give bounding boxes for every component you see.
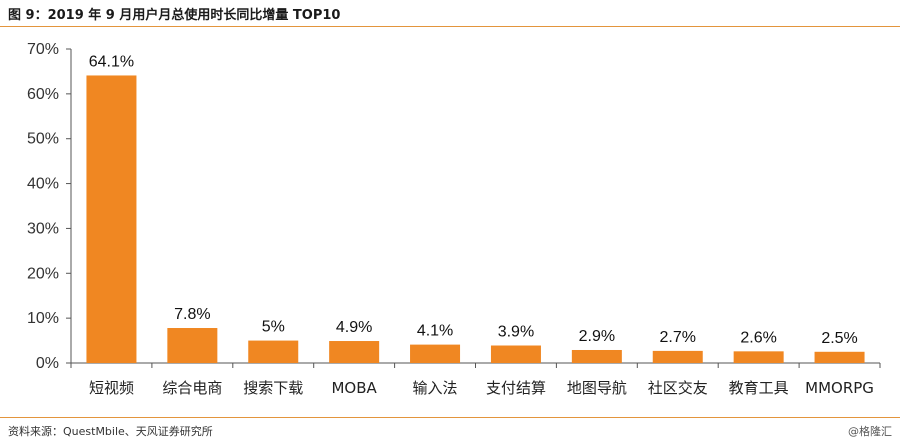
bar-value-label: 4.9%: [336, 319, 372, 336]
category-label: 短视频: [89, 379, 134, 397]
y-tick-label: 0%: [36, 355, 59, 372]
figure-title: 图 9：2019 年 9 月用户月总使用时长同比增量 TOP10: [8, 8, 341, 23]
bar: [490, 345, 541, 363]
bar: [571, 349, 622, 363]
category-label: 支付结算: [486, 379, 546, 397]
bar: [733, 351, 784, 363]
y-axis: 0% 10% 20% 30% 40% 50% 60% 70%: [27, 41, 72, 372]
bar-value-label: 2.6%: [740, 329, 776, 346]
category-label: MOBA: [331, 379, 377, 397]
bar: [814, 351, 865, 363]
category-label: 综合电商: [162, 379, 222, 397]
bar: [652, 350, 703, 363]
bar-value-label: 2.7%: [660, 329, 696, 346]
bar: [410, 344, 461, 363]
y-tick-label: 10%: [27, 310, 59, 327]
category-label: 输入法: [413, 379, 458, 397]
x-axis: [70, 362, 881, 368]
category-label: MMORPG: [805, 379, 874, 397]
data-labels: 64.1% 7.8% 5% 4.9% 4.1% 3.9% 2.9% 2.7% 2.6% 2.5%: [89, 53, 858, 346]
category-label: 搜索下载: [243, 379, 303, 397]
watermark: @格隆汇: [848, 425, 892, 438]
y-tick-label: 30%: [27, 220, 59, 237]
bar-value-label: 4.1%: [417, 323, 453, 340]
bar: [248, 340, 299, 363]
category-labels: 短视频 综合电商 搜索下载 MOBA 输入法 支付结算 地图导航 社区交友 教育工具 MMORPG: [89, 379, 874, 397]
category-label: 教育工具: [729, 379, 789, 397]
y-tick-label: 70%: [27, 41, 59, 58]
bar: [86, 75, 137, 364]
bar-chart: 0% 10% 20% 30% 40% 50% 60% 70% 64.1% 7.8% 5% 4.9% 4…: [27, 41, 881, 397]
bar-value-label: 2.9%: [579, 328, 615, 345]
source-note: 资料来源：QuestMbile、天风证券研究所: [8, 425, 213, 438]
footer-divider: [0, 417, 900, 418]
title-divider: [0, 26, 900, 27]
bar-value-label: 2.5%: [821, 330, 857, 347]
y-tick-label: 50%: [27, 131, 59, 148]
bar: [329, 341, 380, 363]
bar-value-label: 5%: [262, 319, 285, 336]
y-tick-label: 60%: [27, 86, 59, 103]
y-tick-label: 20%: [27, 265, 59, 282]
bar-series: [86, 75, 865, 364]
bar-value-label: 7.8%: [174, 306, 210, 323]
bar: [167, 328, 218, 363]
bar-value-label: 64.1%: [89, 53, 134, 70]
y-tick-label: 40%: [27, 176, 59, 193]
category-label: 地图导航: [567, 379, 627, 397]
bar-value-label: 3.9%: [498, 324, 534, 341]
category-label: 社区交友: [648, 379, 708, 397]
